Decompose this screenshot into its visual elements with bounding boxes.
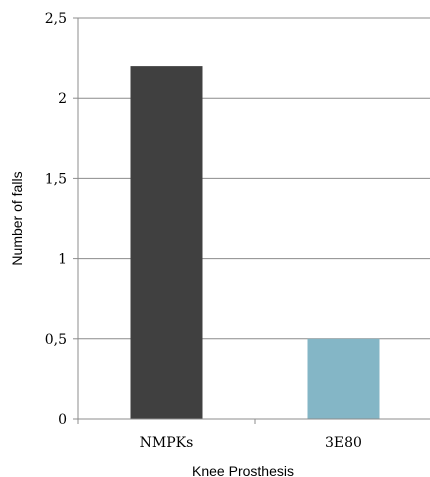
bars — [130, 66, 380, 420]
bar-3e80 — [307, 338, 380, 419]
y-ticks: 0 0,5 1 1,5 2 2,5 — [45, 11, 78, 428]
y-tick-label: 1 — [58, 252, 67, 268]
x-tick-label: 3E80 — [325, 435, 362, 451]
bar-nmpks — [130, 66, 203, 420]
y-axis-label: Number of falls — [9, 171, 25, 265]
x-tick-label: NMPKs — [140, 435, 194, 451]
y-tick-label: 2,5 — [45, 11, 67, 27]
y-tick-label: 2 — [58, 91, 67, 107]
x-ticks: NMPKs 3E80 — [77, 419, 362, 451]
y-tick-label: 0,5 — [45, 332, 67, 348]
y-tick-label: 1,5 — [45, 171, 67, 187]
x-axis-label: Knee Prosthesis — [192, 463, 294, 477]
y-tick-label: 0 — [58, 412, 67, 428]
